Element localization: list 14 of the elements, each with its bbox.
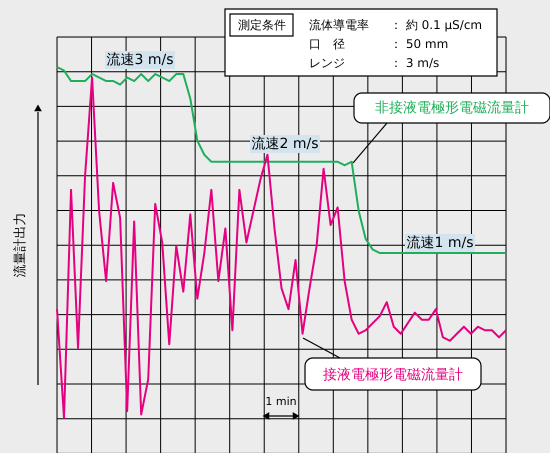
annotation: 流速1 m/s	[406, 235, 474, 251]
annotation: 流速3 m/s	[106, 52, 174, 68]
text: ： 約 0.1 μS/cm	[390, 18, 482, 32]
annotation: ： 3 m/s	[390, 56, 440, 70]
annotation: レンジ	[309, 56, 345, 70]
annotation: 1 min	[265, 395, 297, 408]
text: ： 50 mm	[390, 37, 448, 51]
text: 流体導電率	[309, 18, 369, 32]
text: 測定条件	[238, 18, 286, 32]
text: 口 径	[309, 37, 345, 51]
text: 非接液電極形電磁流量計	[375, 100, 529, 116]
annotation: 流速2 m/s	[251, 136, 319, 152]
y-axis-title: 流量計出力	[12, 212, 28, 278]
text: 接液電極形電磁流量計	[323, 367, 463, 383]
